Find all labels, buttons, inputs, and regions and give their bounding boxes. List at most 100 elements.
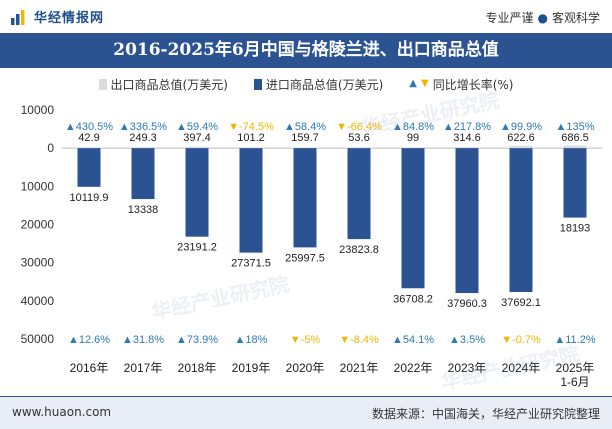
import-value-label: 37692.1 [501,297,541,309]
legend-label-growth: 同比增长率(%) [432,77,514,92]
legend-label-import: 进口商品总值(万美元) [265,77,384,92]
import-value-label: 23823.8 [339,244,379,256]
import-growth-label: ▲54.1% [392,334,434,346]
y-tick-label: 20000 [21,218,55,232]
export-value-label: 53.6 [348,132,369,144]
import-growth-label: ▲12.6% [68,334,110,346]
x-tick-label: 2018年 [178,361,217,375]
export-growth-label: ▲58.4% [284,121,326,133]
export-value-label: 686.5 [561,132,589,144]
brand-name: 华经情报网 [34,11,105,26]
import-growth-label: ▲11.2% [554,334,595,346]
legend-label-export: 出口商品总值(万美元) [110,77,228,92]
import-bar [293,148,317,248]
export-growth-label: ▲217.8% [443,121,491,133]
legend-swatch-import [253,78,262,90]
x-tick-label: 2021年 [340,361,379,375]
export-value-label: 249.3 [129,132,157,144]
export-bar [131,147,155,149]
import-value-label: 13338 [128,204,159,216]
import-value-label: 25997.5 [285,252,325,264]
x-tick-label: 2020年 [286,361,325,375]
import-growth-label: ▼-8.4% [339,334,379,346]
import-growth-label: ▼-5% [290,334,321,346]
export-growth-label: ▲99.9% [500,121,542,133]
chart-title: 2016-2025年6月中国与格陵兰进、出口商品总值 [113,40,499,60]
export-value-label: 42.9 [78,132,99,144]
legend-triangle-up-icon: ▲ [409,78,417,89]
import-value-label: 37960.3 [447,298,487,310]
export-value-label: 314.6 [453,132,481,144]
import-value-label: 18193 [560,223,591,235]
export-growth-label: ▼-66.4% [336,121,382,133]
slogan-left: 专业严谨 [485,11,534,25]
import-bar [77,148,101,187]
import-bar [347,148,371,240]
chart-legend: 出口商品总值(万美元) 进口商品总值(万美元) ▲ ▼ 同比增长率(%) [0,74,612,94]
y-tick-label: 30000 [21,256,55,270]
import-bar [401,148,425,289]
import-value-label: 36708.2 [393,293,433,305]
export-bar [455,146,479,149]
import-value-label: 27371.5 [231,258,271,270]
export-bar [401,147,425,149]
legend-triangle-down-icon: ▼ [420,78,429,89]
export-value-label: 99 [407,132,419,144]
title-bar: 2016-2025年6月中国与格陵兰进、出口商品总值 [0,33,612,68]
slogan-dot-icon: ● [537,11,548,25]
import-growth-label: ▼-0.7% [501,334,541,346]
export-growth-label: ▼-74.5% [228,121,274,133]
chart-plot: 10000 0 10000 20000 30000 40000 50000 ▲430.5%42… [21,103,602,389]
x-tick-label: 2016年 [70,361,109,375]
import-bar [455,148,479,294]
y-tick-label: 10000 [21,179,55,193]
import-growth-label: ▲73.9% [176,334,218,346]
y-tick-label: 10000 [21,103,55,117]
y-tick-label: 0 [47,141,54,155]
slogan: 专业严谨 ● 客观科学 [485,9,600,26]
y-tick-label: 50000 [21,332,55,346]
x-tick-label: 2017年 [124,361,163,375]
x-tick-label: 2023年 [448,361,487,375]
export-growth-label: ▲336.5% [119,121,167,133]
footer-website-link[interactable]: www.huaon.com [12,405,112,419]
export-value-label: 622.6 [507,132,535,144]
import-value-label: 23191.2 [177,242,217,254]
export-value-label: 159.7 [291,132,319,144]
import-bar [563,148,587,218]
export-growth-label: ▲135% [555,121,594,133]
export-bar [509,145,533,149]
import-bar [185,148,209,237]
import-bar [239,148,263,253]
x-tick-label: 1-6月 [560,375,589,389]
import-value-label: 10119.9 [70,192,109,204]
import-bar [131,148,155,200]
import-bar [509,148,533,293]
footer-bar: www.huaon.com 数据来源：中国海关，华经产业研究院整理 [0,397,612,429]
import-growth-label: ▲18% [235,334,268,346]
export-growth-label: ▲430.5% [65,121,113,133]
legend-item-export[interactable]: 出口商品总值(万美元) [98,74,228,94]
header-bar: 华经情报网 专业严谨 ● 客观科学 [0,0,612,32]
legend-item-growth[interactable]: ▲ ▼ 同比增长率(%) [409,74,513,94]
export-value-label: 101.2 [237,132,265,144]
export-bar [563,145,587,149]
slogan-right: 客观科学 [551,11,600,25]
import-growth-label: ▲31.8% [122,334,164,346]
x-tick-label: 2024年 [502,361,541,375]
export-bar [185,146,209,149]
export-growth-label: ▲59.4% [176,121,218,133]
x-tick-label: 2019年 [232,361,271,375]
y-tick-label: 40000 [21,294,55,308]
export-value-label: 397.4 [183,132,211,144]
export-bar [239,147,263,149]
export-bar [293,147,317,149]
brand[interactable]: 华经情报网 [10,7,104,26]
x-tick-label: 2022年 [394,361,433,375]
legend-swatch-export [98,78,107,90]
x-tick-label: 2025年 [556,361,595,375]
legend-item-import[interactable]: 进口商品总值(万美元) [253,74,384,94]
footer-divider [0,396,612,397]
export-growth-label: ▲84.8% [392,121,434,133]
